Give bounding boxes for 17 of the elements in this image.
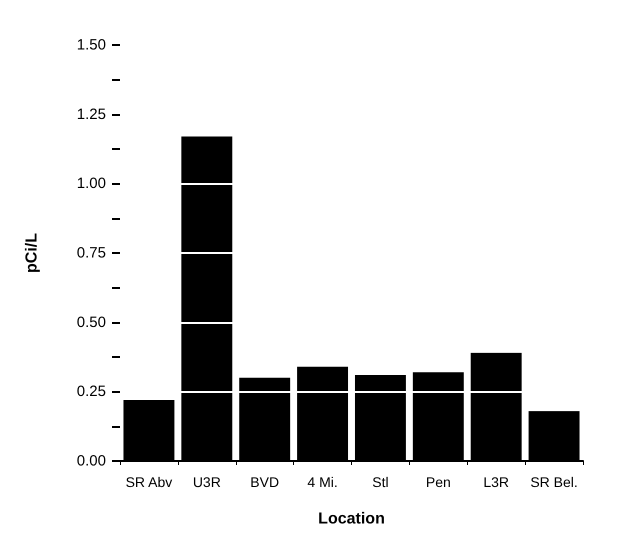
y-tick-label: 0.25 — [76, 383, 106, 400]
y-tick-label: 1.00 — [76, 175, 106, 192]
x-axis-title: Location — [318, 510, 385, 528]
y-tick-label: 0.50 — [76, 314, 106, 331]
y-axis-title: pCi/L — [24, 232, 40, 273]
x-tick-label: Stl — [372, 474, 389, 490]
y-tick-label: 0.75 — [76, 244, 106, 262]
x-tick-label: SR Bel. — [530, 474, 578, 490]
x-tick-label: L3R — [483, 474, 510, 490]
y-tick-label: 1.50 — [76, 36, 106, 54]
x-tick-label: Pen — [426, 474, 451, 490]
x-tick-label: SR Abv — [126, 474, 172, 490]
y-tick-label: 1.25 — [76, 106, 106, 123]
y-tick-label: 0.00 — [76, 452, 106, 470]
x-tick-label: BVD — [250, 474, 280, 490]
x-tick-label: 4 Mi. — [307, 474, 338, 490]
x-tick-label: U3R — [192, 474, 221, 490]
